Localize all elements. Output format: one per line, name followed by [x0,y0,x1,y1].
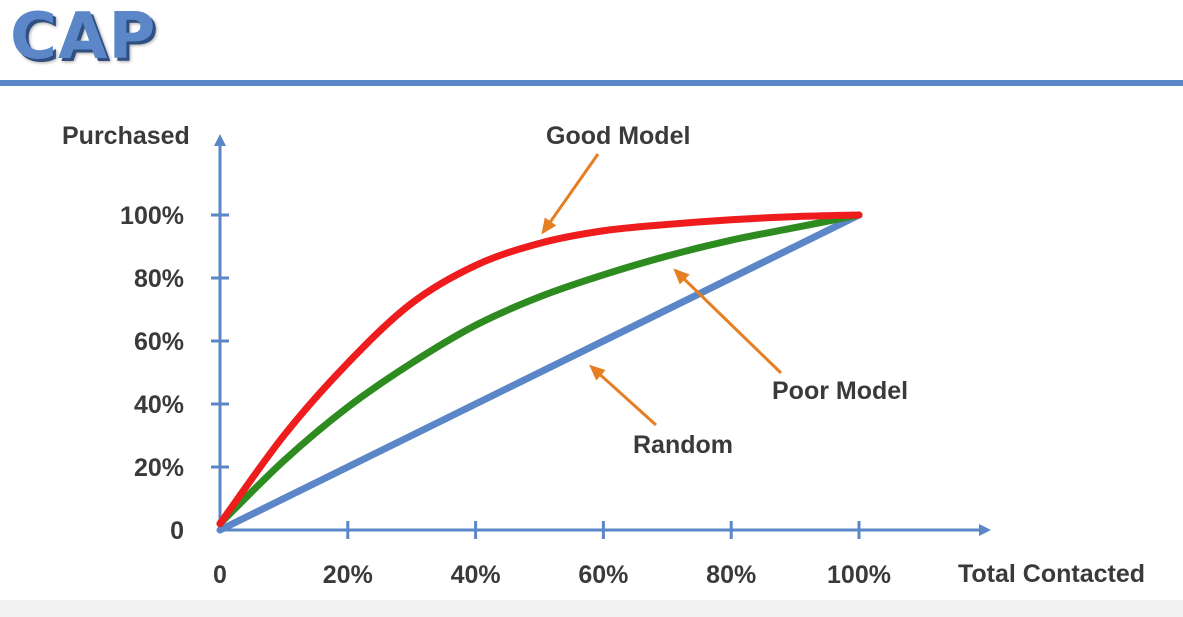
y-tick-label: 80% [134,265,184,293]
y-tick-label: 100% [120,202,184,230]
page-title: CAP [10,0,157,74]
series-line-random [216,211,863,534]
y-tick-label: 40% [134,391,184,419]
x-axis-label: Total Contacted [958,560,1145,588]
y-tick-label: 0 [170,517,184,545]
title-underline [0,80,1183,86]
y-axis-label: Purchased [62,122,190,150]
x-tick-label: 40% [451,561,501,589]
y-tick-label: 20% [134,454,184,482]
annotation-poor-model: Poor Model [772,377,908,405]
x-tick-label: 80% [706,561,756,589]
x-tick-label: 100% [827,561,891,589]
annotation-arrow-poor-model [673,268,783,375]
bottom-strip [0,600,1183,617]
y-tick-label: 60% [134,328,184,356]
x-tick-label: 60% [578,561,628,589]
x-tick-label: 0 [213,561,227,589]
annotation-arrow-random [589,364,658,427]
series-line-poor-model [216,211,863,528]
annotation-random: Random [633,431,733,459]
series-line-good-model [216,211,863,528]
x-tick-label: 20% [323,561,373,589]
annotation-arrow-good-model [541,153,600,235]
annotation-good-model: Good Model [546,122,690,150]
